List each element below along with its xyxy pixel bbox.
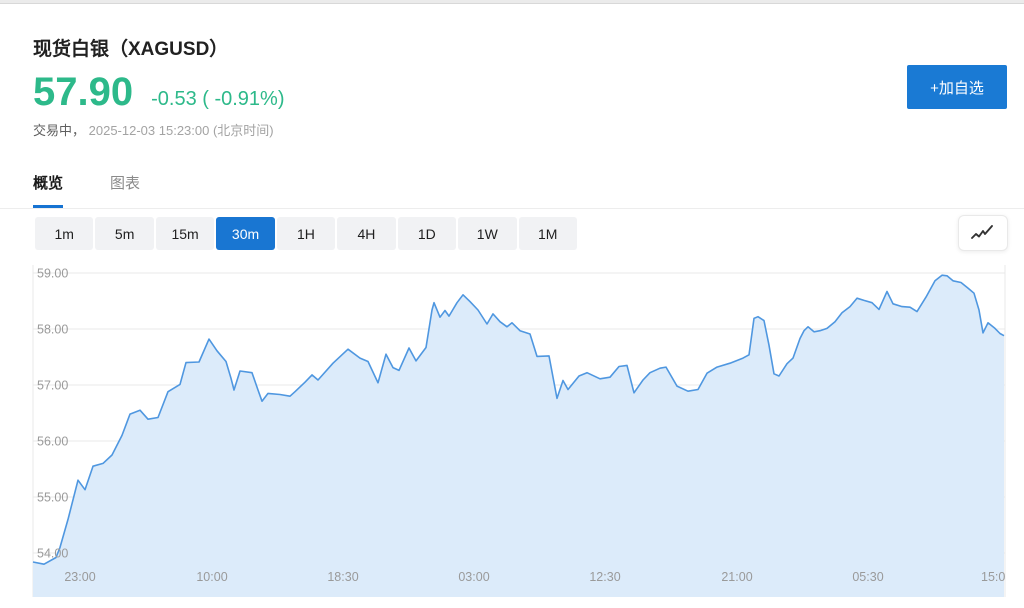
timeframe-4H[interactable]: 4H <box>337 217 396 250</box>
y-axis-label: 59.00 <box>37 267 68 281</box>
y-axis-label: 55.00 <box>37 491 68 505</box>
timeframe-1M[interactable]: 1M <box>518 217 577 250</box>
timeframe-15m[interactable]: 15m <box>155 217 215 250</box>
price-chart-canvas[interactable]: 59.00 58.00 57.00 56.00 55.00 54.00 23:00 10:00… <box>0 258 1024 608</box>
x-axis-label: 18:30 <box>327 570 358 584</box>
timeframe-1W[interactable]: 1W <box>458 217 517 250</box>
x-axis-label: 15:0 <box>981 570 1005 584</box>
price-line <box>32 274 1005 566</box>
timeframe-bar: 1m 5m 15m 30m 1H 4H 1D 1W 1M <box>35 217 577 250</box>
timeframe-1H[interactable]: 1H <box>276 217 336 250</box>
x-axis-label: 03:00 <box>458 570 489 584</box>
x-axis-label: 12:30 <box>589 570 620 584</box>
tab-bar: 概览 图表 <box>0 167 1024 209</box>
y-axis-label: 58.00 <box>37 323 68 337</box>
y-axis-label: 57.00 <box>37 379 68 393</box>
timeframe-30m[interactable]: 30m <box>216 217 275 250</box>
top-divider <box>0 0 1024 4</box>
x-axis-label: 05:30 <box>852 570 883 584</box>
price-area <box>33 275 1004 597</box>
status-timestamp: 2025-12-03 15:23:00 (北京时间) <box>88 123 274 138</box>
trading-status-row: 交易中， 2025-12-03 15:23:00 (北京时间) <box>33 120 274 139</box>
timeframe-1m[interactable]: 1m <box>35 217 94 250</box>
price-change: -0.53 ( -0.91%) <box>151 88 285 110</box>
tab-overview[interactable]: 概览 <box>33 167 64 208</box>
trend-line-icon <box>971 225 993 239</box>
trading-status: 交易中， <box>33 123 86 138</box>
y-axis-label: 54.00 <box>37 547 68 561</box>
tab-chart[interactable]: 图表 <box>110 175 141 192</box>
x-axis-label: 21:00 <box>721 570 752 584</box>
page-title: 现货白银（XAGUSD） <box>33 39 229 60</box>
timeframe-1D[interactable]: 1D <box>397 217 457 250</box>
y-axis-label: 56.00 <box>37 435 68 449</box>
chart-style-button[interactable] <box>958 215 1008 251</box>
x-axis-label: 10:00 <box>196 570 227 584</box>
x-axis-label: 23:00 <box>64 570 95 584</box>
price-row: 57.90 -0.53 ( -0.91%) <box>33 72 285 112</box>
timeframe-5m[interactable]: 5m <box>95 217 154 250</box>
current-price: 57.90 <box>33 70 134 114</box>
add-watchlist-button[interactable]: +加自选 <box>907 65 1007 109</box>
